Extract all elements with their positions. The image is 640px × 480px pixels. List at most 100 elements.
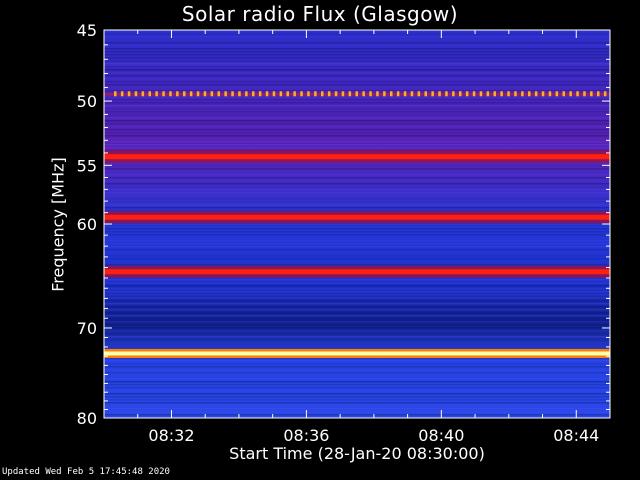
stripe — [104, 279, 610, 281]
stripe — [104, 129, 610, 131]
spike — [210, 91, 214, 97]
stripe — [104, 99, 610, 101]
spike — [183, 91, 186, 97]
stripe — [104, 402, 610, 404]
spike — [155, 91, 158, 97]
stripe — [104, 183, 610, 185]
x-axis-label: Start Time (28-Jan-20 08:30:00) — [229, 444, 485, 463]
stripe — [104, 144, 610, 146]
stripe — [104, 348, 610, 350]
spike — [334, 91, 338, 97]
stripe — [104, 330, 610, 332]
stripe — [104, 48, 610, 50]
spike — [176, 91, 179, 97]
spike — [120, 91, 124, 97]
stripe — [104, 45, 610, 47]
stripe — [104, 294, 610, 296]
stripe — [104, 204, 610, 206]
x-tick-label: 08:36 — [283, 426, 329, 445]
x-tick-label: 08:32 — [148, 426, 194, 445]
stripe — [104, 318, 610, 320]
spike — [390, 91, 393, 97]
stripe — [104, 60, 610, 62]
stripe — [104, 225, 610, 227]
stripe — [104, 174, 610, 176]
stripe — [104, 78, 610, 80]
stripe — [104, 39, 610, 41]
stripe — [104, 96, 610, 98]
stripe — [104, 162, 610, 164]
spike — [231, 91, 234, 97]
spike — [238, 91, 241, 97]
spike — [472, 91, 476, 97]
stripe — [104, 195, 610, 197]
stripe — [104, 87, 610, 89]
stripe — [104, 366, 610, 368]
y-tick-label: 50 — [77, 92, 97, 111]
stripe — [104, 177, 610, 179]
band-72.7 — [104, 351, 610, 356]
stripe — [104, 405, 610, 407]
y-axis-ticks: 45 50 55 60 70 80 — [77, 21, 610, 428]
spike — [258, 91, 262, 97]
stripe — [104, 54, 610, 56]
y-tick-label: 55 — [77, 156, 97, 175]
stripe — [104, 324, 610, 326]
stripe — [104, 408, 610, 410]
stripe — [104, 306, 610, 308]
spike — [486, 91, 490, 97]
stripe — [104, 369, 610, 371]
stripe — [104, 339, 610, 341]
stripe — [104, 285, 610, 287]
band-54.3 — [104, 154, 610, 160]
stripe — [104, 207, 610, 209]
spike — [307, 91, 310, 97]
stripe — [104, 411, 610, 413]
stripe — [104, 147, 610, 149]
stripe — [104, 66, 610, 68]
spike — [224, 91, 227, 97]
y-axis-label: Frequency [MHz] — [48, 157, 68, 292]
spike — [431, 91, 434, 97]
stripe — [104, 246, 610, 248]
stripe — [104, 381, 610, 383]
spike — [321, 91, 324, 97]
spike — [555, 91, 559, 97]
stripe — [104, 261, 610, 263]
stripe — [104, 123, 610, 125]
updated-timestamp: Updated Wed Feb 5 17:45:48 2020 — [2, 467, 170, 477]
spike — [417, 91, 421, 97]
spike — [541, 91, 545, 97]
spike — [583, 91, 586, 97]
stripe — [104, 111, 610, 113]
stripe — [104, 228, 610, 230]
stripe — [104, 198, 610, 200]
spike — [479, 91, 483, 97]
spike — [314, 91, 317, 97]
y-tick-label: 45 — [77, 21, 97, 40]
spike — [507, 91, 510, 97]
stripe — [104, 180, 610, 182]
stripe — [104, 282, 610, 284]
spike — [548, 91, 552, 97]
spike — [272, 91, 276, 97]
stripe — [104, 312, 610, 314]
stripe — [104, 327, 610, 329]
stripe — [104, 69, 610, 71]
spike — [203, 91, 207, 97]
stripe — [104, 30, 610, 32]
stripe — [104, 90, 610, 92]
spike — [528, 91, 531, 97]
stripe — [104, 264, 610, 266]
spike — [362, 91, 365, 97]
stripe — [104, 240, 610, 242]
spike — [162, 91, 165, 97]
stripe — [104, 234, 610, 236]
stripe — [104, 303, 610, 305]
stripe — [104, 393, 610, 395]
spike — [355, 91, 358, 97]
band-64.4 — [104, 269, 610, 275]
spike — [369, 91, 372, 97]
stripe — [104, 36, 610, 38]
stripe — [104, 336, 610, 338]
